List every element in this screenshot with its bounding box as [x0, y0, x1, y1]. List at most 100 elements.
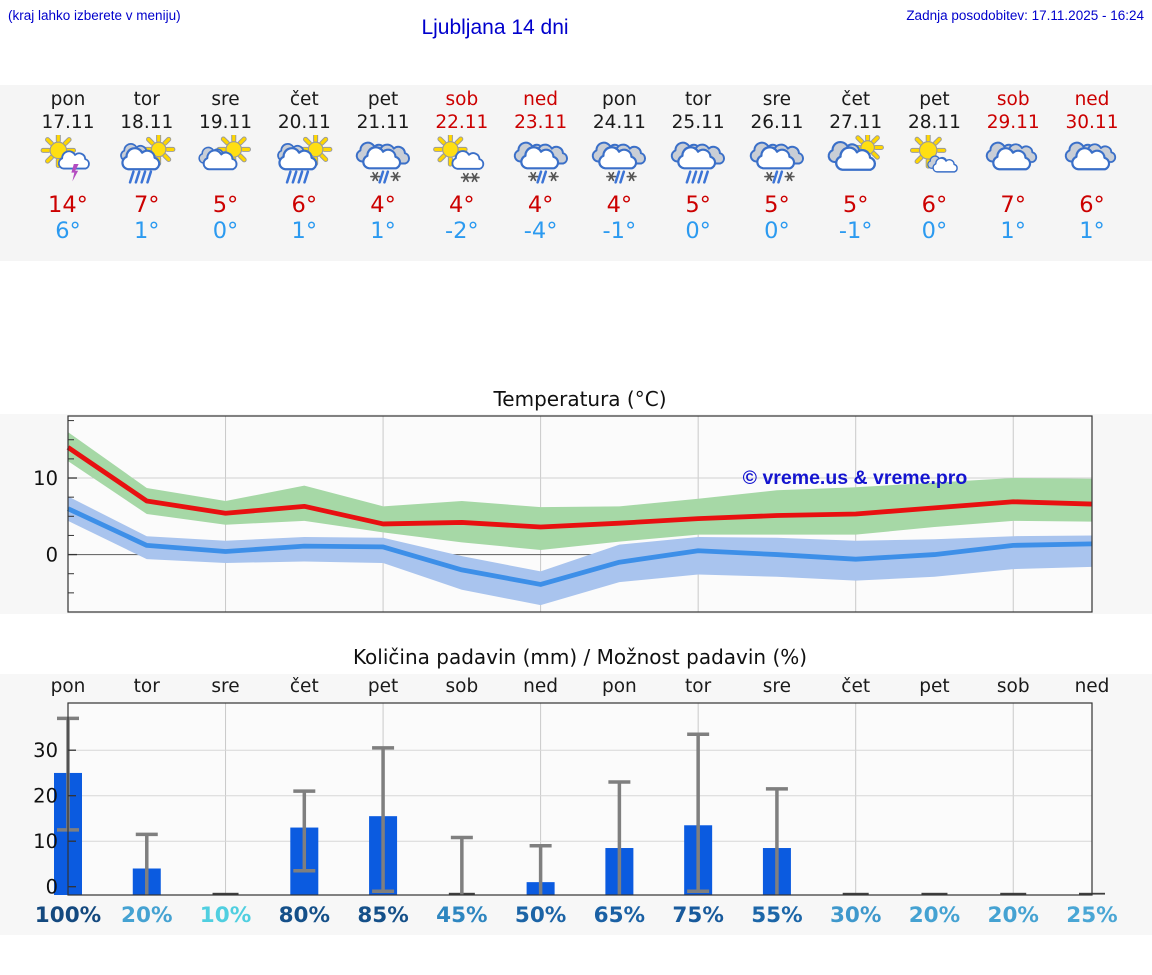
precip-whisker [608, 780, 631, 895]
day-date: 20.11 [277, 112, 331, 133]
day-max-temp: 5° [764, 192, 790, 218]
day-column: sob 29.11 7° 1° [974, 88, 1053, 244]
precip-day-label: ned [1074, 676, 1110, 697]
day-min-temp: -2° [445, 218, 479, 244]
precip-probability: 85% [357, 903, 409, 928]
precip-y-tick-label: 0 [46, 876, 58, 899]
partly-cloudy-icon [186, 132, 265, 191]
day-name: ned [1074, 89, 1110, 110]
day-name: čet [841, 89, 871, 110]
day-name: sob [445, 89, 479, 110]
day-max-temp: 7° [1000, 192, 1026, 218]
day-name: pon [50, 89, 86, 110]
precip-day-label: sob [445, 676, 479, 697]
day-min-temp: 0° [685, 218, 711, 244]
day-date: 26.11 [750, 112, 804, 133]
sleet-icon [580, 135, 659, 191]
day-min-temp: 0° [212, 218, 239, 244]
precip-day-label: pon [50, 676, 86, 697]
day-name: pet [367, 89, 399, 110]
day-date: 23.11 [514, 112, 568, 133]
rain-showers-sun-icon [107, 132, 186, 191]
sleet-icon [737, 135, 816, 191]
precip-day-label: pon [601, 676, 637, 697]
precip-bar-trace [212, 892, 239, 895]
day-min-temp: -1° [838, 218, 873, 244]
day-max-temp: 4° [606, 192, 633, 218]
day-column: pon 17.11 14° 6° [29, 88, 108, 244]
precipitation-chart: 0 10 20 30 [33, 702, 1105, 899]
day-column: tor 25.11 5° 0° [659, 88, 738, 244]
precip-probability: 80% [278, 903, 331, 928]
cloudy-icon [974, 135, 1053, 191]
day-name: tor [685, 89, 712, 110]
precip-bar-trace [1000, 892, 1027, 895]
precip-probability: 25% [1066, 903, 1118, 928]
precip-bar-trace [842, 892, 869, 895]
day-min-temp: 1° [133, 218, 160, 244]
day-name: ned [523, 89, 559, 110]
day-date: 18.11 [120, 112, 174, 133]
precipitation-chart-title: Količina padavin (mm) / Možnost padavin … [352, 645, 808, 669]
day-max-temp: 6° [291, 192, 318, 218]
day-name: sob [996, 89, 1030, 110]
day-max-temp: 7° [133, 192, 160, 218]
day-date: 30.11 [1065, 112, 1119, 133]
snow-showers-sun-icon [422, 132, 501, 191]
precip-day-label: čet [289, 676, 319, 697]
watermark: © vreme.us & vreme.pro [743, 467, 968, 489]
day-date: 28.11 [907, 112, 961, 133]
day-max-temp: 5° [685, 192, 711, 218]
day-column: čet 27.11 5° -1° [816, 88, 895, 244]
last-update: Zadnja posodobitev: 17.11.2025 - 16:24 [906, 8, 1144, 23]
location-hint: (kraj lahko izberete v meniju) [8, 8, 181, 23]
precip-day-label: pet [367, 676, 399, 697]
precip-probability: 10% [199, 903, 252, 928]
precip-probability: 65% [593, 903, 646, 928]
precip-day-label: ned [523, 676, 559, 697]
precip-whisker [450, 835, 473, 895]
day-column: čet 20.11 6° 1° [265, 88, 344, 244]
precip-y-tick-label: 30 [33, 739, 58, 762]
day-date: 25.11 [671, 112, 725, 133]
day-max-temp: 6° [1079, 192, 1105, 218]
precip-whisker [135, 832, 158, 895]
day-min-temp: 6° [55, 218, 81, 244]
day-min-temp: 1° [291, 218, 318, 244]
precip-day-label: sob [996, 676, 1030, 697]
day-max-temp: 5° [842, 192, 869, 218]
precip-day-label: sre [211, 676, 240, 697]
min-temp-line [66, 506, 1093, 587]
max-temp-band [68, 432, 1092, 550]
day-date: 24.11 [592, 112, 646, 133]
precip-probability: 30% [829, 903, 882, 928]
day-column: tor 18.11 7° 1° [107, 88, 186, 244]
day-column: pon 24.11 4° -1° [580, 88, 659, 244]
day-column: sre 26.11 5° 0° [737, 88, 816, 244]
sleet-icon [501, 135, 580, 191]
day-column: sob 22.11 4° -2° [422, 88, 501, 244]
day-column: ned 23.11 4° -4° [501, 88, 580, 244]
day-min-temp: 1° [370, 218, 396, 244]
precip-day-label: sre [762, 676, 792, 697]
day-min-temp: -1° [602, 218, 637, 244]
precip-day-label: pet [919, 676, 950, 697]
day-column: pet 21.11 4° 1° [344, 88, 423, 244]
day-max-temp: 4° [449, 192, 475, 218]
temperature-chart-title: Temperatura (°C) [493, 387, 667, 411]
precip-plot-area [68, 703, 1092, 895]
day-date: 29.11 [986, 112, 1040, 133]
day-name: sre [762, 89, 792, 110]
day-date: 21.11 [356, 112, 410, 133]
day-column: ned 30.11 6° 1° [1053, 88, 1132, 244]
precip-day-label: tor [685, 676, 712, 697]
precip-day-label: tor [133, 676, 160, 697]
day-min-temp: 1° [1000, 218, 1026, 244]
precip-probability: 20% [987, 903, 1039, 928]
precip-whisker [529, 844, 552, 895]
page-title: Ljubljana 14 dni [421, 16, 569, 39]
precip-whisker [765, 787, 788, 895]
precip-probability: 45% [436, 903, 488, 928]
day-max-temp: 6° [921, 192, 948, 218]
precip-bar-trace [921, 892, 948, 895]
